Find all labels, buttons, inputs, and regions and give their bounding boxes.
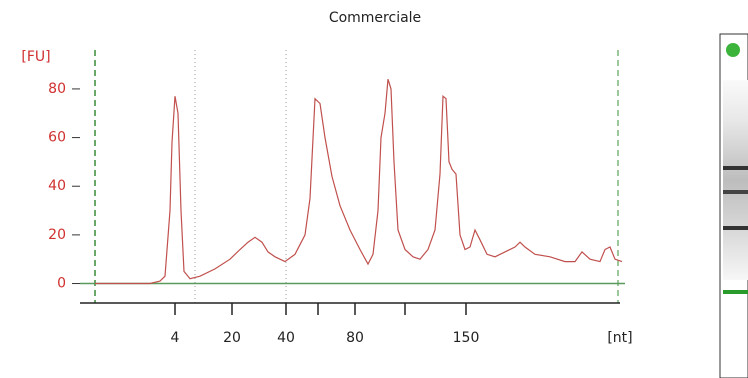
x-tick-label: 20 <box>223 330 241 346</box>
x-tick-label: 80 <box>346 330 364 346</box>
x-axis-label: [nt] <box>607 330 632 346</box>
y-axis-label: [FU] <box>21 49 50 65</box>
x-tick-label: 40 <box>277 330 295 346</box>
y-tick-label: 40 <box>48 178 66 194</box>
y-tick-label: 80 <box>48 81 66 97</box>
gel-lane <box>720 34 748 378</box>
x-tick-label: 150 <box>453 330 480 346</box>
y-tick-label: 60 <box>48 130 66 146</box>
trace-line <box>95 79 622 283</box>
chart-title: Commerciale <box>329 10 421 26</box>
x-tick-label: 4 <box>171 330 180 346</box>
y-tick-label: 0 <box>57 276 66 292</box>
chart: Commerciale [FU] [nt] 0 20 40 60 80 4 20 40 80 15… <box>0 0 748 378</box>
y-tick-label: 20 <box>48 227 66 243</box>
